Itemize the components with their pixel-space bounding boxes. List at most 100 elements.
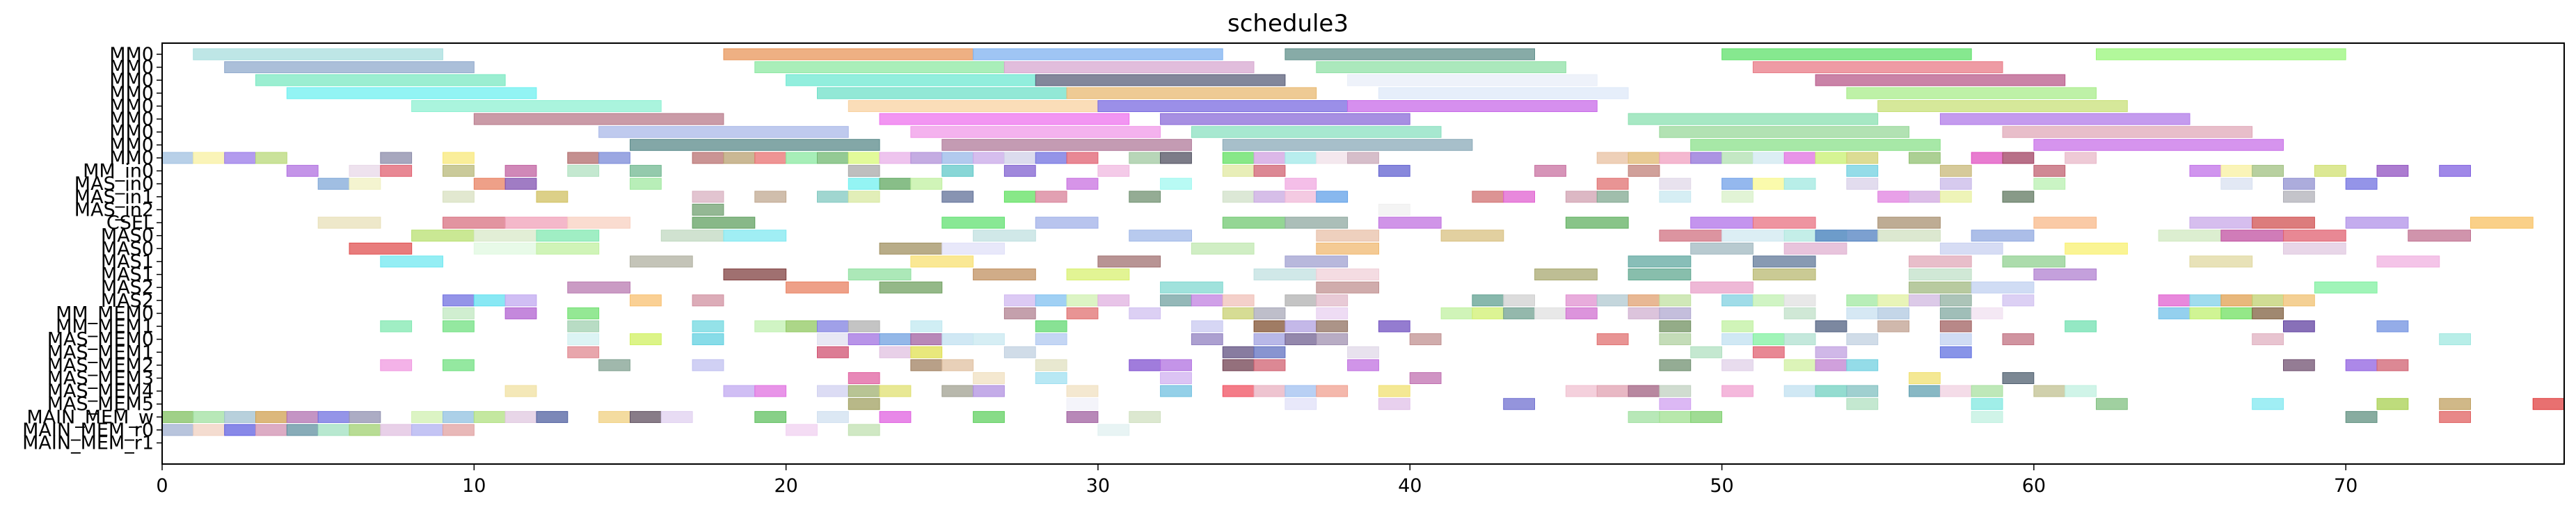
task-bar	[1847, 360, 1878, 371]
x-tick-label: 70	[2334, 475, 2358, 497]
task-bar	[568, 152, 599, 163]
task-bar	[1909, 373, 1941, 384]
task-bar	[692, 191, 724, 202]
task-bar	[2065, 321, 2097, 332]
task-bar	[630, 334, 662, 345]
task-bar	[1348, 346, 1379, 358]
task-bar	[505, 385, 536, 397]
task-bar	[1317, 230, 1379, 241]
task-bar	[349, 411, 381, 422]
task-bar	[1161, 373, 1192, 384]
task-bar	[630, 256, 693, 267]
task-bar	[973, 230, 1036, 241]
task-bar	[1815, 230, 1878, 241]
task-bar	[256, 424, 287, 436]
task-bar	[318, 178, 349, 189]
task-bar	[692, 295, 724, 306]
task-bar	[630, 178, 662, 189]
task-bar	[692, 152, 724, 163]
task-bar	[848, 191, 880, 202]
task-bar	[1815, 385, 1847, 397]
task-bar	[225, 411, 256, 422]
task-bar	[1566, 385, 1597, 397]
task-bar	[2284, 243, 2346, 254]
task-bar	[349, 424, 381, 436]
task-bar	[1971, 152, 2003, 163]
task-bar	[1067, 88, 1317, 99]
x-tick-label: 50	[1710, 475, 1733, 497]
task-bar	[599, 360, 630, 371]
task-bar	[1909, 269, 1972, 280]
task-bar	[1035, 191, 1067, 202]
task-bar	[2408, 230, 2471, 241]
task-bar	[1597, 334, 1628, 345]
task-bar	[256, 411, 287, 422]
task-bar	[1254, 321, 1285, 332]
task-bar	[2346, 411, 2377, 422]
task-bar	[880, 346, 911, 358]
task-bar	[2190, 308, 2221, 319]
task-bar	[1660, 360, 1691, 371]
task-bar	[1285, 178, 1317, 189]
task-bar	[848, 424, 880, 436]
task-bar	[755, 152, 786, 163]
task-bar	[1971, 411, 2003, 422]
task-bar	[1254, 360, 1285, 371]
task-bar	[381, 256, 443, 267]
task-bar	[1566, 217, 1628, 228]
task-bar	[1129, 308, 1161, 319]
task-bar	[193, 411, 225, 422]
task-bar	[1223, 139, 1472, 150]
task-bar	[1129, 230, 1192, 241]
task-bar	[1317, 243, 1379, 254]
task-bar	[1909, 282, 1972, 293]
task-bar	[1722, 178, 1754, 189]
task-bar	[848, 385, 880, 397]
task-bar	[287, 411, 318, 422]
task-bar	[1722, 152, 1754, 163]
task-bar	[630, 295, 662, 306]
task-bar	[443, 321, 475, 332]
task-bar	[1784, 385, 1815, 397]
task-bar	[1317, 308, 1348, 319]
task-bar	[443, 360, 475, 371]
task-bar	[786, 152, 818, 163]
task-bar	[818, 152, 849, 163]
task-bar	[1660, 127, 1909, 138]
task-bar	[256, 74, 506, 86]
task-bar	[1815, 74, 2065, 86]
task-bar	[536, 191, 568, 202]
task-bar	[1285, 191, 1317, 202]
task-bar	[2284, 360, 2315, 371]
task-bar	[1815, 152, 1847, 163]
task-bar	[1004, 308, 1035, 319]
task-bar	[162, 424, 193, 436]
task-bar	[474, 113, 724, 125]
task-bar	[1161, 152, 1192, 163]
task-bar	[443, 152, 475, 163]
task-bar	[2440, 166, 2471, 177]
task-bar	[1254, 346, 1285, 358]
task-bar	[973, 334, 1005, 345]
task-bar	[818, 334, 849, 345]
task-bar	[1784, 334, 1815, 345]
task-bar	[1940, 295, 1971, 306]
task-bar	[1035, 360, 1067, 371]
task-bar	[848, 166, 880, 177]
task-bar	[1847, 166, 1878, 177]
task-bar	[1784, 152, 1815, 163]
task-bar	[724, 269, 786, 280]
task-bar	[1660, 411, 1691, 422]
task-bar	[942, 217, 1005, 228]
task-bar	[1660, 334, 1691, 345]
task-bar	[1317, 321, 1348, 332]
task-bar	[1254, 152, 1285, 163]
task-bar	[381, 424, 412, 436]
task-bar	[880, 334, 911, 345]
task-bar	[1909, 295, 1941, 306]
task-bar	[1940, 178, 1971, 189]
task-bar	[848, 373, 880, 384]
task-bar	[2034, 217, 2097, 228]
task-bar	[692, 204, 724, 215]
task-bar	[2065, 152, 2097, 163]
